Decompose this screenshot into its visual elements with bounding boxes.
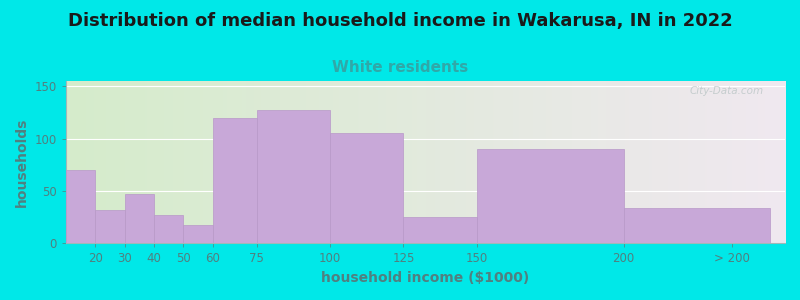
Bar (125, 194, 154, 243)
Bar (477, 149, 623, 243)
Bar (257, 110, 330, 243)
Bar (66, 170, 95, 243)
Bar (403, 217, 477, 243)
Text: City-Data.com: City-Data.com (690, 86, 763, 96)
X-axis label: household income ($1000): household income ($1000) (322, 271, 530, 285)
Text: Distribution of median household income in Wakarusa, IN in 2022: Distribution of median household income … (68, 12, 732, 30)
Bar (213, 118, 257, 243)
Bar (95, 210, 125, 243)
Text: White residents: White residents (332, 60, 468, 75)
Bar (623, 208, 770, 243)
Bar (154, 215, 183, 243)
Bar (183, 225, 213, 243)
Y-axis label: households: households (15, 118, 29, 207)
Bar (330, 134, 403, 243)
